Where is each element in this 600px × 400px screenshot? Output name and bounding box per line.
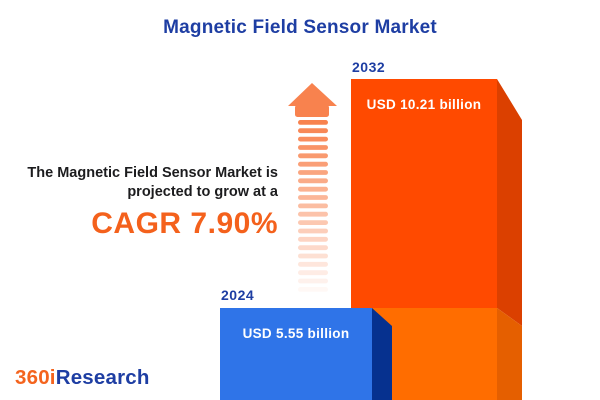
- annotation-line-1: The Magnetic Field Sensor Market is: [27, 165, 278, 181]
- growth-arrow-head-icon: [288, 83, 337, 106]
- annotation-block: The Magnetic Field Sensor Market is proj…: [0, 164, 278, 241]
- bar-2032-front: [351, 79, 497, 308]
- bar-2032-side-lower: [497, 308, 522, 400]
- bar-2024-side: [372, 308, 392, 400]
- page-title: Magnetic Field Sensor Market: [163, 17, 437, 38]
- brand-logo-part1: 360i: [15, 366, 56, 389]
- growth-arrow-stem: [295, 105, 329, 117]
- bar-value-2032: USD 10.21 billion: [366, 97, 482, 112]
- cagr-value: CAGR 7.90%: [91, 207, 278, 240]
- brand-logo: 360iResearch: [15, 366, 150, 390]
- arrow-dashes: [298, 120, 328, 292]
- brand-logo-part2: Research: [55, 366, 150, 389]
- annotation-line-2: projected to grow at a: [127, 183, 278, 200]
- bar-2024-front: [220, 308, 372, 400]
- year-label-2024: 2024: [221, 287, 255, 303]
- bar-value-2024: USD 5.55 billion: [242, 326, 350, 341]
- year-label-2032: 2032: [352, 59, 386, 75]
- bar-2032-side: [497, 79, 522, 326]
